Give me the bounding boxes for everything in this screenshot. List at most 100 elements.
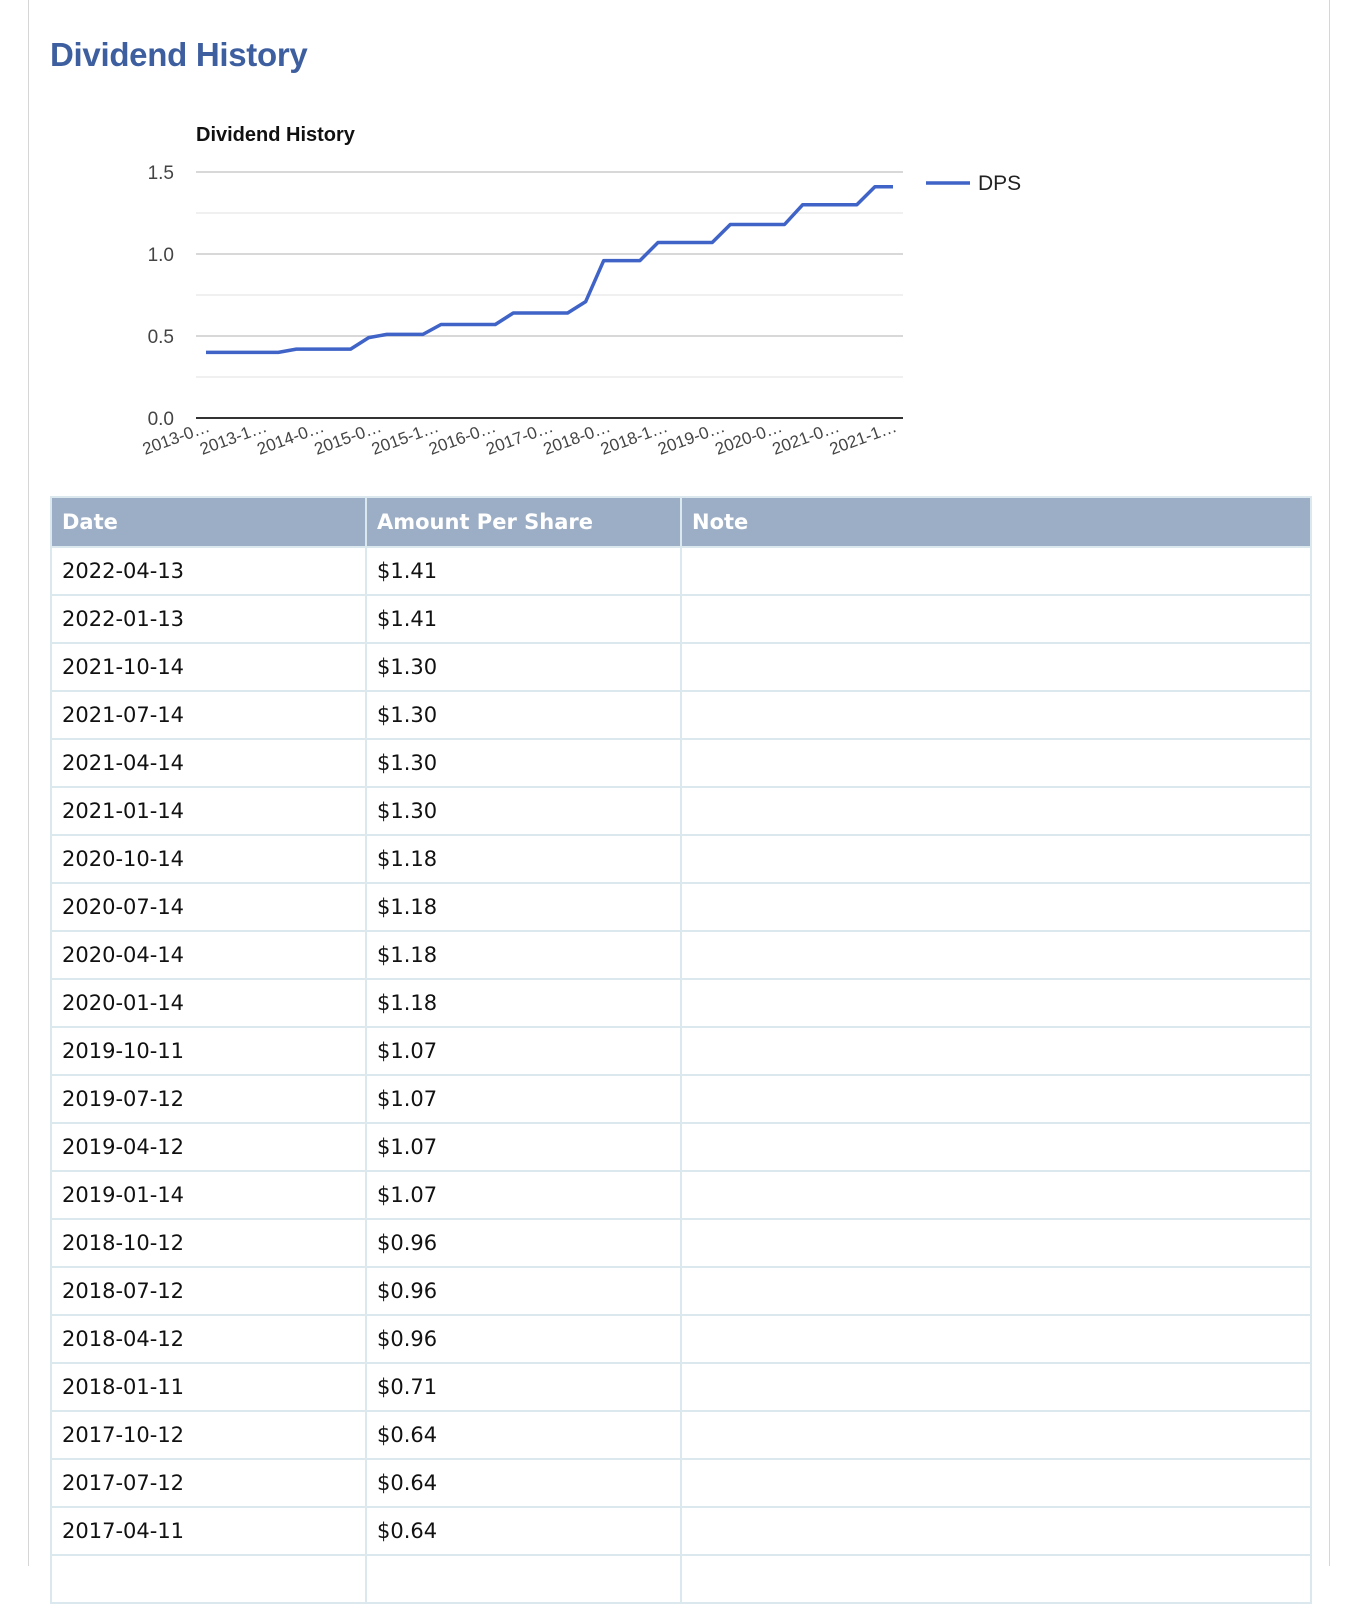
date-cell: 2017-10-12 (50, 1410, 367, 1460)
table-row: 2021-01-14 $1.30 (50, 786, 1312, 836)
date-cell: 2017-04-11 (50, 1506, 367, 1556)
amount-cell: $1.30 (365, 690, 682, 740)
x-tick-label: 2021-1… (827, 417, 899, 459)
amount-cell: $1.18 (365, 930, 682, 980)
note-cell (680, 738, 1312, 788)
x-axis-ticks: 2013-0…2013-1…2014-0…2015-0…2015-1…2016-… (140, 417, 899, 459)
note-cell (680, 594, 1312, 644)
table-row: 2018-04-12 $0.96 (50, 1314, 1312, 1364)
note-cell (680, 1074, 1312, 1124)
date-cell: 2022-04-13 (50, 546, 367, 596)
table-row: 2020-10-14 $1.18 (50, 834, 1312, 884)
table-row (50, 1554, 1312, 1604)
amount-cell: $0.96 (365, 1266, 682, 1316)
date-cell: 2021-10-14 (50, 642, 367, 692)
y-tick-label: 0.5 (148, 327, 174, 348)
date-cell: 2020-07-14 (50, 882, 367, 932)
table-row: 2022-04-13 $1.41 (50, 546, 1312, 596)
amount-cell: $1.07 (365, 1074, 682, 1124)
note-cell (680, 1266, 1312, 1316)
date-cell: 2022-01-13 (50, 594, 367, 644)
note-cell (680, 1554, 1312, 1604)
table-row: 2018-01-11 $0.71 (50, 1362, 1312, 1412)
date-cell: 2020-04-14 (50, 930, 367, 980)
table-row: 2018-10-12 $0.96 (50, 1218, 1312, 1268)
y-tick-label: 1.5 (148, 163, 174, 184)
table-row: 2020-04-14 $1.18 (50, 930, 1312, 980)
date-cell: 2021-04-14 (50, 738, 367, 788)
amount-cell: $0.96 (365, 1218, 682, 1268)
date-cell: 2021-07-14 (50, 690, 367, 740)
table-row: 2021-07-14 $1.30 (50, 690, 1312, 740)
table-row: 2021-10-14 $1.30 (50, 642, 1312, 692)
note-cell (680, 546, 1312, 596)
note-cell (680, 1362, 1312, 1412)
column-header-date: Date (50, 496, 367, 548)
note-cell (680, 1218, 1312, 1268)
chart-series (206, 185, 893, 355)
note-cell (680, 1314, 1312, 1364)
amount-cell: $1.18 (365, 882, 682, 932)
y-tick-label: 1.0 (148, 245, 174, 266)
table-row: 2020-01-14 $1.18 (50, 978, 1312, 1028)
table-row: 2018-07-12 $0.96 (50, 1266, 1312, 1316)
table-row: 2022-01-13 $1.41 (50, 594, 1312, 644)
table-row: 2020-07-14 $1.18 (50, 882, 1312, 932)
note-cell (680, 1410, 1312, 1460)
table-row: 2021-04-14 $1.30 (50, 738, 1312, 788)
amount-cell: $1.18 (365, 834, 682, 884)
table-header-row: Date Amount Per Share Note (50, 496, 1312, 548)
note-cell (680, 642, 1312, 692)
date-cell: 2017-07-12 (50, 1458, 367, 1508)
table-row: 2017-10-12 $0.64 (50, 1410, 1312, 1460)
amount-cell: $1.30 (365, 738, 682, 788)
date-cell: 2020-10-14 (50, 834, 367, 884)
date-cell: 2019-07-12 (50, 1074, 367, 1124)
page-title: Dividend History (50, 36, 308, 73)
amount-cell: $1.07 (365, 1026, 682, 1076)
amount-cell: $1.41 (365, 546, 682, 596)
date-cell: 2018-10-12 (50, 1218, 367, 1268)
column-header-amount-per-share: Amount Per Share (365, 496, 682, 548)
dividend-table: Date Amount Per Share Note 2022-04-13 $1.41… (50, 496, 1312, 1604)
amount-cell: $0.96 (365, 1314, 682, 1364)
amount-cell (365, 1554, 682, 1604)
amount-cell: $1.30 (365, 786, 682, 836)
note-cell (680, 1026, 1312, 1076)
date-cell: 2018-07-12 (50, 1266, 367, 1316)
date-cell: 2018-04-12 (50, 1314, 367, 1364)
amount-cell: $1.41 (365, 594, 682, 644)
note-cell (680, 978, 1312, 1028)
table-row: 2019-10-11 $1.07 (50, 1026, 1312, 1076)
date-cell: 2021-01-14 (50, 786, 367, 836)
y-axis-ticks: 0.0 0.5 1.0 1.5 (148, 163, 174, 430)
series-line-dps (206, 185, 893, 355)
legend-label: DPS (978, 172, 1021, 195)
column-header-note: Note (680, 496, 1312, 548)
note-cell (680, 930, 1312, 980)
note-cell (680, 882, 1312, 932)
table-row: 2019-01-14 $1.07 (50, 1170, 1312, 1220)
date-cell (50, 1554, 367, 1604)
chart-title: Dividend History (196, 124, 356, 146)
amount-cell: $0.64 (365, 1458, 682, 1508)
date-cell: 2019-04-12 (50, 1122, 367, 1172)
table-row: 2017-07-12 $0.64 (50, 1458, 1312, 1508)
note-cell (680, 1458, 1312, 1508)
amount-cell: $0.64 (365, 1506, 682, 1556)
date-cell: 2019-10-11 (50, 1026, 367, 1076)
chart-grid (196, 171, 903, 419)
date-cell: 2018-01-11 (50, 1362, 367, 1412)
amount-cell: $1.07 (365, 1170, 682, 1220)
y-tick-label: 0.0 (148, 409, 174, 430)
amount-cell: $1.07 (365, 1122, 682, 1172)
table-row: 2017-04-11 $0.64 (50, 1506, 1312, 1556)
note-cell (680, 1122, 1312, 1172)
table-row: 2019-04-12 $1.07 (50, 1122, 1312, 1172)
note-cell (680, 786, 1312, 836)
amount-cell: $0.71 (365, 1362, 682, 1412)
dividend-panel (28, 0, 1330, 1566)
table-row: 2019-07-12 $1.07 (50, 1074, 1312, 1124)
amount-cell: $1.30 (365, 642, 682, 692)
date-cell: 2020-01-14 (50, 978, 367, 1028)
